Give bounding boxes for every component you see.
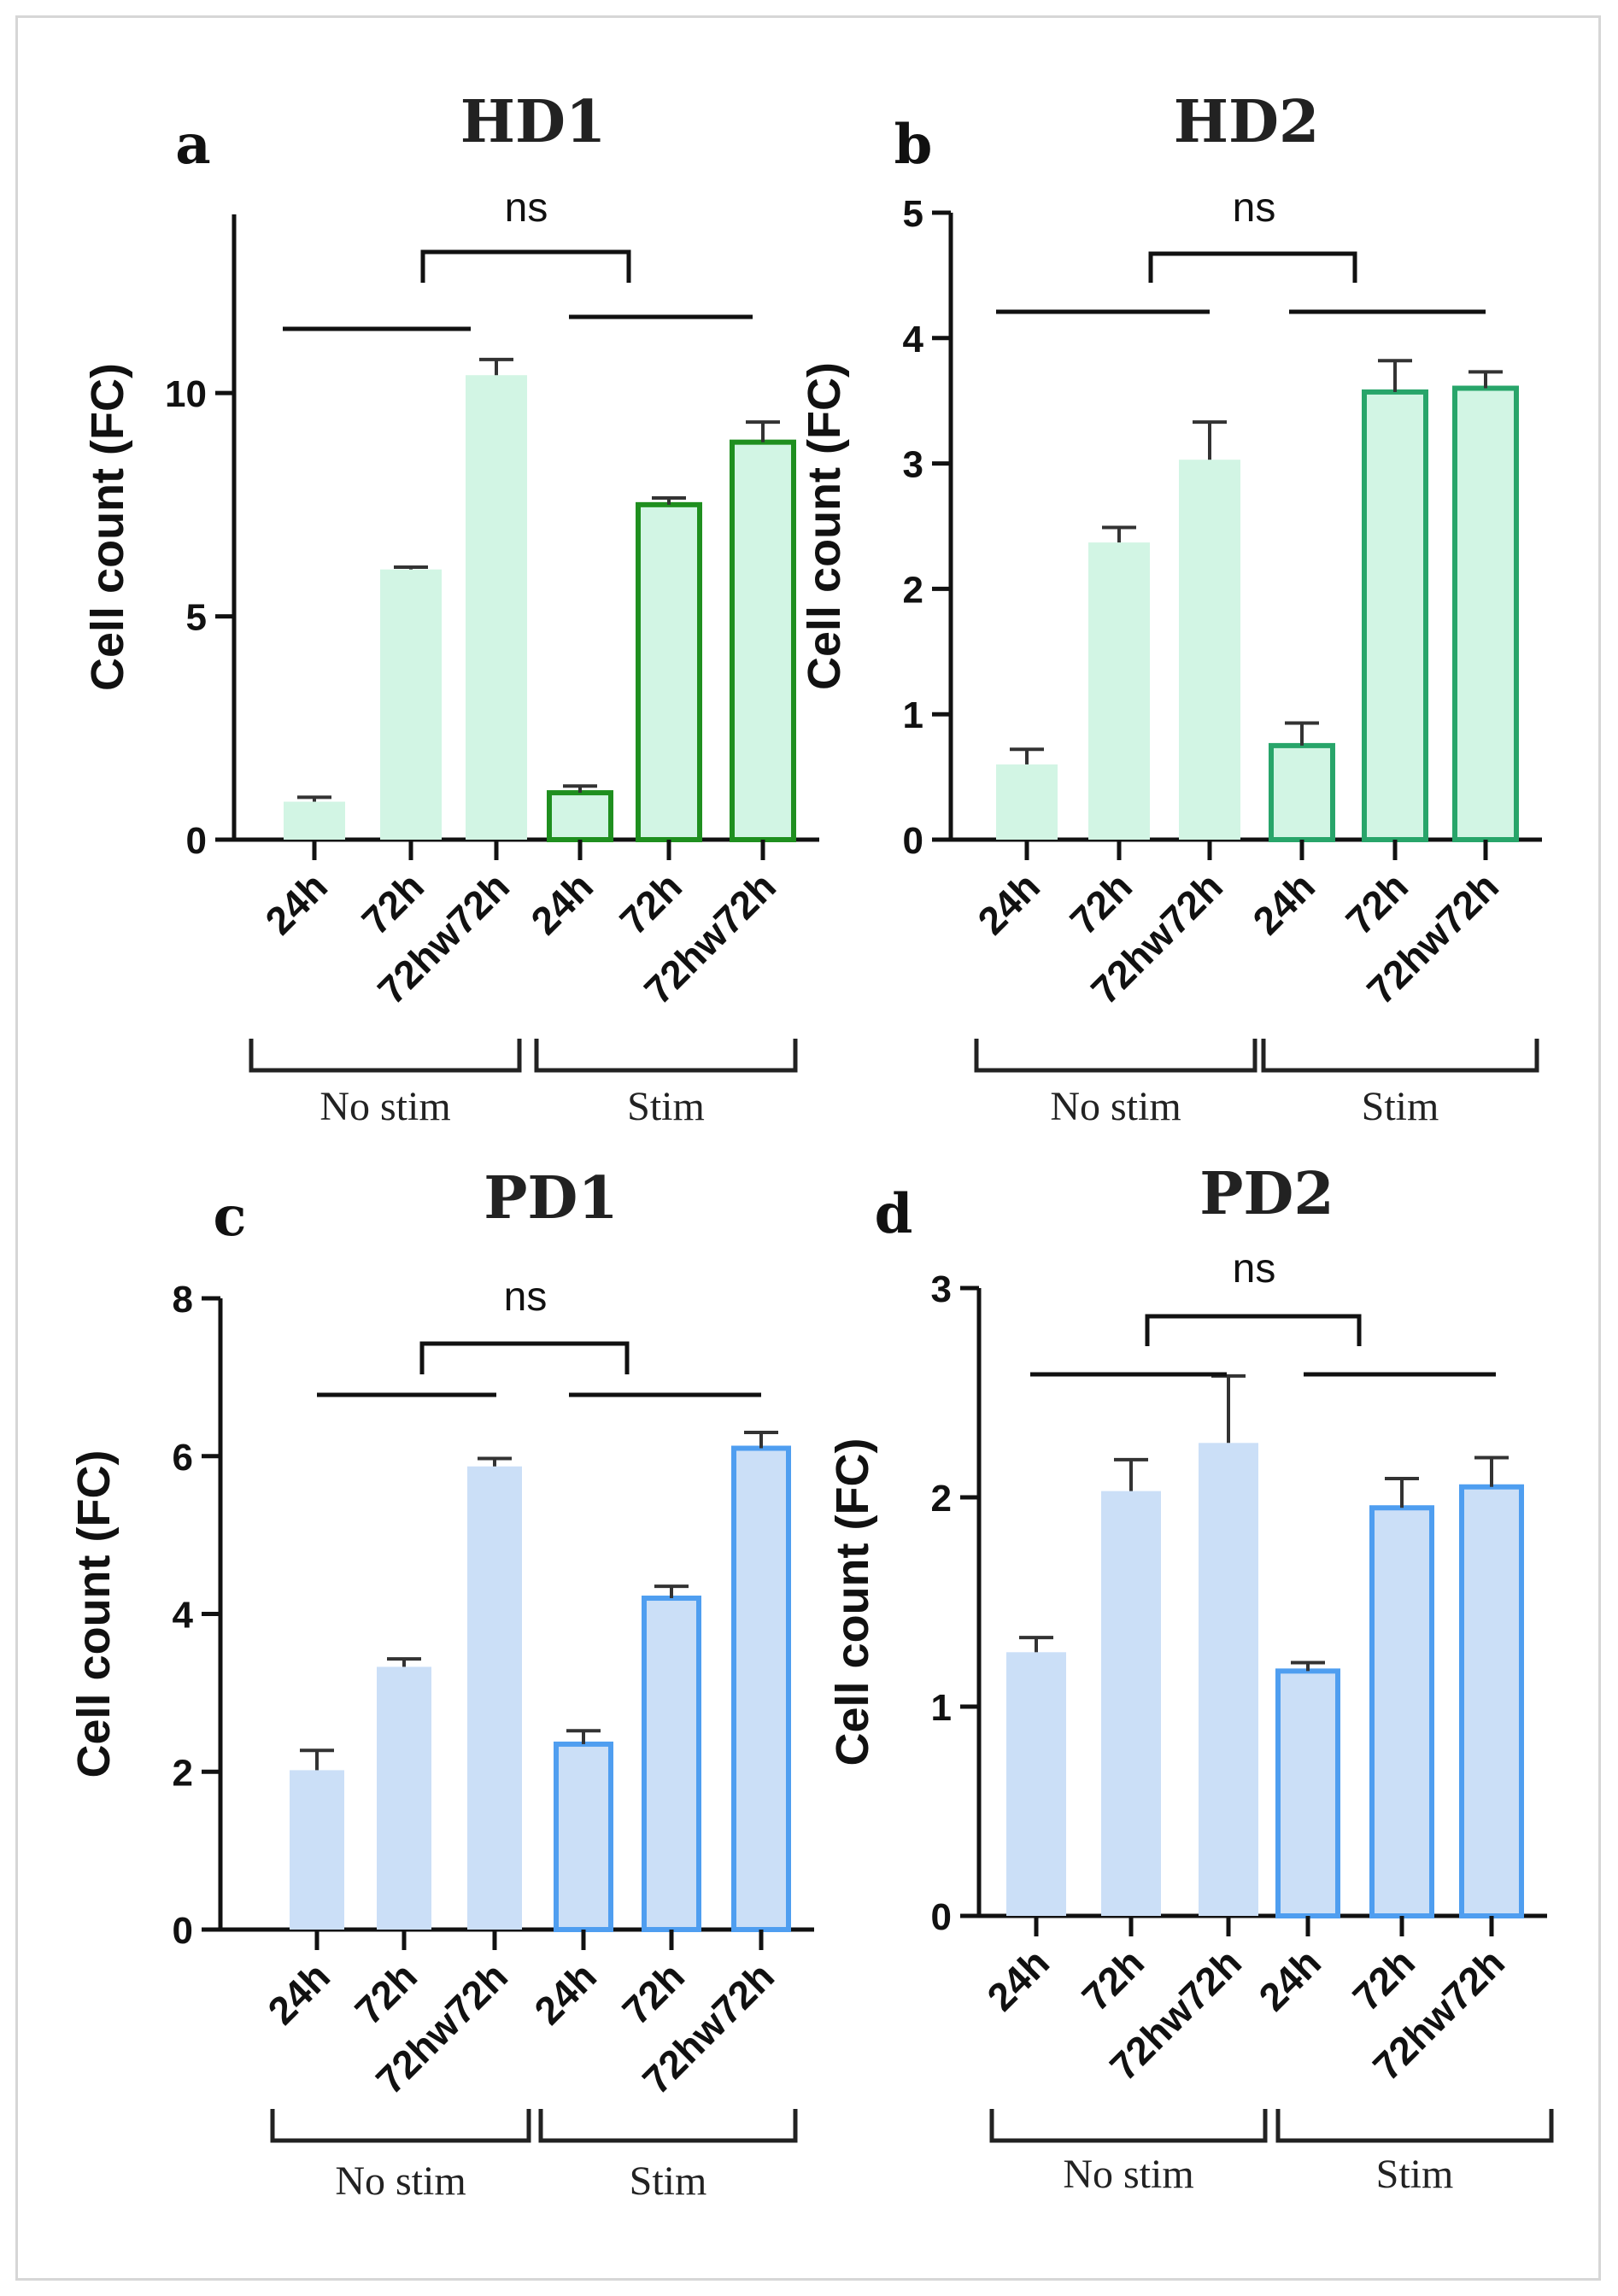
x-tick-label: 72h	[1061, 864, 1140, 943]
y-tick-label: 4	[903, 319, 924, 360]
bar-nostim-72hw72h	[467, 1466, 522, 1930]
group-bracket	[270, 2109, 531, 2143]
group-label-stim: Stim	[1376, 2152, 1454, 2197]
y-tick-label: 1	[903, 694, 923, 736]
x-tick-label: 72h	[346, 1953, 425, 2033]
y-tick-label: 4	[173, 1595, 194, 1637]
y-axis-label: Cell count (FC)	[68, 1450, 120, 1778]
bar-nostim-24h	[284, 801, 345, 840]
bar-nostim-24h	[1006, 1652, 1066, 1916]
x-tick-label: 24h	[259, 1953, 338, 2033]
group-bracket	[538, 2109, 798, 2143]
bar-stim-72h	[1369, 1505, 1434, 1918]
group-label-no-stim: No stim	[1050, 1084, 1181, 1129]
group-bracket	[249, 1039, 522, 1073]
x-tick-label: 24h	[1250, 1940, 1329, 2019]
bar-stim-72hw72h	[731, 1445, 791, 1932]
group-label-stim: Stim	[630, 2158, 707, 2204]
x-tick-label: 24h	[978, 1940, 1058, 2019]
group-bracket	[534, 1039, 798, 1073]
bar-stim-72h	[1362, 389, 1428, 842]
group-bracket	[974, 1039, 1257, 1073]
group-label-no-stim: No stim	[335, 2158, 466, 2204]
y-tick-label: 3	[931, 1268, 952, 1310]
significance-label: ns	[504, 1274, 548, 1320]
group-bracket	[1261, 1039, 1539, 1073]
x-tick-label: 72h	[611, 864, 690, 943]
y-axis-label: Cell count (FC)	[82, 363, 133, 691]
bar-nostim-72hw72h	[1199, 1443, 1258, 1916]
bar-stim-24h	[1269, 742, 1335, 843]
panel-letter: a	[175, 113, 210, 177]
bar-stim-24h	[547, 790, 613, 842]
significance-bracket	[419, 1341, 630, 1374]
x-tick-label: 24h	[522, 864, 601, 943]
bar-stim-24h	[554, 1741, 613, 1932]
bar-nostim-72h	[1101, 1491, 1161, 1916]
group-label-no-stim: No stim	[319, 1084, 450, 1129]
y-tick-label: 1	[931, 1687, 952, 1729]
significance-bracket	[1145, 1314, 1362, 1346]
panel-letter: d	[875, 1182, 913, 1246]
bar-stim-72h	[642, 1596, 701, 1933]
bar-stim-72h	[636, 501, 702, 842]
panel-letter: b	[894, 113, 933, 177]
x-tick-label: 24h	[256, 864, 336, 943]
y-tick-label: 5	[186, 597, 207, 639]
y-axis-label: Cell count (FC)	[799, 362, 850, 690]
bar-nostim-72h	[380, 569, 442, 840]
x-tick-label: 72h	[1073, 1940, 1152, 2019]
bar-nostim-72hw72h	[1179, 460, 1240, 840]
significance-label: ns	[1233, 1246, 1276, 1292]
y-axis-label: Cell count (FC)	[827, 1438, 878, 1766]
bar-stim-24h	[1275, 1668, 1340, 1918]
significance-bracket	[1148, 251, 1357, 283]
y-tick-label: 0	[903, 820, 923, 862]
x-tick-label: 72h	[1344, 1940, 1423, 2019]
x-tick-label: 72h	[613, 1953, 693, 2033]
y-tick-label: 8	[173, 1279, 193, 1321]
figure-frame: HD1 a Cell count (FC) 0 5 10 24h 72h 72hw72h 24h 7…	[15, 15, 1601, 2281]
x-tick-label: 24h	[1244, 864, 1323, 943]
group-label-stim: Stim	[1362, 1084, 1439, 1129]
y-tick-label: 0	[186, 820, 207, 862]
panel-title: PD2	[1199, 1160, 1334, 1228]
y-tick-label: 6	[173, 1437, 193, 1479]
group-label-stim: Stim	[627, 1084, 705, 1129]
y-tick-label: 2	[903, 569, 923, 611]
y-tick-label: 0	[173, 1910, 193, 1952]
y-tick-label: 2	[173, 1752, 193, 1794]
significance-bracket	[420, 249, 631, 283]
y-tick-label: 5	[903, 193, 923, 235]
panel-letter: c	[214, 1185, 247, 1249]
bar-nostim-72h	[377, 1666, 431, 1930]
panel-title: HD2	[1174, 88, 1320, 156]
y-tick-label: 3	[903, 444, 923, 486]
bar-nostim-72hw72h	[466, 375, 527, 840]
group-bracket	[1275, 2109, 1554, 2143]
panel-title: HD1	[460, 88, 607, 156]
y-tick-label: 2	[931, 1478, 952, 1520]
group-label-no-stim: No stim	[1063, 2152, 1193, 2197]
x-tick-label: 24h	[525, 1953, 605, 2033]
bar-nostim-24h	[290, 1770, 344, 1930]
x-tick-label: 24h	[969, 864, 1048, 943]
significance-label: ns	[505, 185, 548, 231]
y-tick-label: 10	[165, 373, 207, 415]
bar-nostim-72h	[1088, 542, 1150, 840]
x-tick-label: 72h	[1337, 864, 1416, 943]
bar-nostim-24h	[996, 764, 1058, 840]
y-tick-label: 0	[931, 1896, 952, 1938]
group-bracket	[989, 2109, 1268, 2143]
bar-stim-72hw72h	[1452, 385, 1519, 842]
bar-stim-72hw72h	[730, 439, 796, 842]
panel-title: PD1	[484, 1164, 618, 1233]
bar-stim-72hw72h	[1459, 1484, 1524, 1918]
significance-label: ns	[1233, 185, 1276, 231]
